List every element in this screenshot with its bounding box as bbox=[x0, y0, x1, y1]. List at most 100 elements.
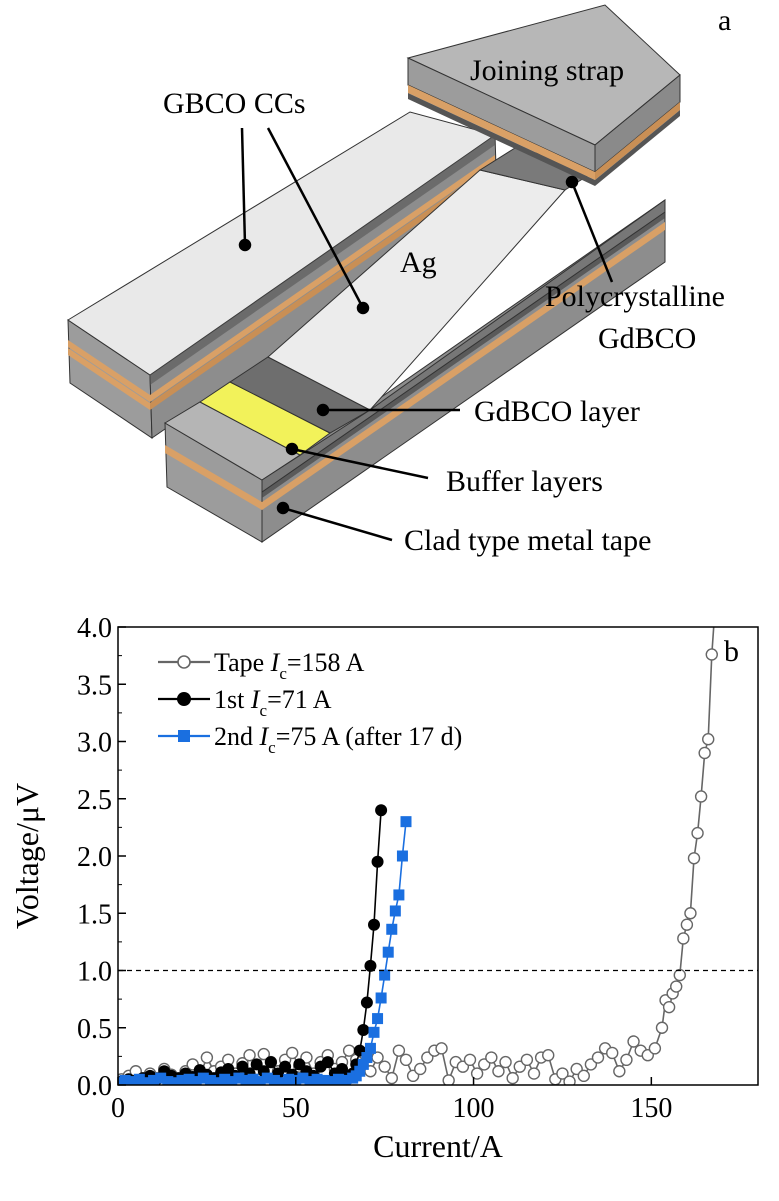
data-point bbox=[119, 1074, 131, 1085]
data-point bbox=[311, 1073, 323, 1085]
series-line bbox=[118, 821, 407, 1084]
data-point bbox=[485, 1051, 498, 1064]
buffer-layers-label: Buffer layers bbox=[446, 465, 603, 498]
data-point bbox=[606, 1046, 619, 1060]
polycrystalline-label: Polycrystalline bbox=[545, 280, 725, 313]
series-2nd bbox=[118, 816, 412, 1085]
data-point bbox=[257, 1047, 270, 1061]
data-point bbox=[126, 1076, 138, 1085]
data-point bbox=[372, 1013, 384, 1025]
right-coated-conductor bbox=[164, 147, 666, 543]
series-line bbox=[121, 627, 715, 1084]
series-tape bbox=[118, 599, 721, 1085]
data-point bbox=[414, 1062, 427, 1076]
data-point bbox=[677, 932, 690, 945]
data-point bbox=[354, 1065, 366, 1077]
legend-marker bbox=[178, 730, 190, 742]
data-point bbox=[133, 1073, 145, 1085]
data-point bbox=[169, 1077, 181, 1085]
data-point bbox=[556, 1067, 569, 1080]
y-tick-label: 3.5 bbox=[77, 670, 112, 701]
data-point bbox=[379, 969, 391, 981]
data-point bbox=[655, 1021, 669, 1034]
data-point bbox=[297, 1072, 309, 1084]
x-tick-label: 100 bbox=[453, 1093, 495, 1124]
data-point bbox=[357, 1058, 369, 1070]
data-point bbox=[396, 850, 408, 862]
data-point bbox=[520, 1053, 534, 1067]
data-point bbox=[148, 1074, 160, 1085]
data-point bbox=[463, 1053, 477, 1067]
legend-marker bbox=[177, 655, 191, 669]
data-point bbox=[155, 1072, 167, 1084]
y-axis-label: Voltage/μV bbox=[9, 783, 45, 929]
vi-chart: 0 50 100 150 0.0 0.5 1.0 1.5 2.0 2.5 3.0 3.5 4.0 Vol… bbox=[9, 599, 759, 1164]
panel-a-letter: a bbox=[718, 4, 731, 37]
data-point bbox=[162, 1076, 174, 1085]
data-point bbox=[304, 1076, 316, 1085]
data-point bbox=[591, 1051, 605, 1064]
schematic-panel: a Joining strap GBCO CCs Ag Polycrystall… bbox=[0, 0, 779, 580]
data-point bbox=[361, 1052, 373, 1064]
data-point bbox=[283, 1073, 295, 1085]
data-point bbox=[342, 1044, 356, 1057]
data-point bbox=[264, 1056, 277, 1069]
y-tick-label: 1.0 bbox=[77, 957, 112, 988]
data-point bbox=[318, 1074, 330, 1085]
x-tick-label: 150 bbox=[630, 1093, 672, 1124]
joining-strap bbox=[406, 4, 681, 186]
data-point bbox=[705, 648, 718, 661]
data-point bbox=[226, 1076, 238, 1085]
data-point bbox=[378, 1060, 391, 1073]
data-point bbox=[680, 918, 694, 931]
data-point bbox=[364, 959, 377, 972]
legend-marker bbox=[177, 692, 191, 706]
data-point bbox=[375, 992, 387, 1004]
y-tick-label: 3.0 bbox=[77, 728, 112, 759]
data-point bbox=[670, 980, 683, 993]
data-point bbox=[710, 599, 721, 610]
legend-label: Tape Ic=158 A bbox=[214, 648, 365, 683]
data-point bbox=[542, 1049, 555, 1062]
data-point bbox=[442, 1074, 455, 1085]
y-tick-label: 2.0 bbox=[77, 842, 112, 873]
data-point bbox=[276, 1077, 288, 1085]
data-point bbox=[340, 1074, 352, 1085]
data-point bbox=[506, 1071, 519, 1085]
data-point bbox=[268, 1074, 280, 1085]
data-point bbox=[393, 889, 405, 901]
x-tick-label: 50 bbox=[282, 1093, 310, 1124]
data-point bbox=[243, 1049, 256, 1062]
legend-label: 2nd Ic=75 A (after 17 d) bbox=[214, 722, 462, 757]
data-point bbox=[219, 1073, 231, 1085]
data-point bbox=[662, 1000, 676, 1014]
leader-lines bbox=[238, 127, 614, 542]
data-point bbox=[627, 1035, 640, 1048]
data-point bbox=[240, 1074, 252, 1085]
data-point bbox=[648, 1042, 662, 1055]
plot-frame bbox=[117, 626, 759, 1086]
data-point bbox=[527, 1067, 541, 1080]
gbco-ccs-label: GBCO CCs bbox=[163, 87, 306, 120]
data-point bbox=[286, 1046, 299, 1060]
data-point bbox=[694, 790, 708, 803]
data-point bbox=[385, 1071, 398, 1085]
data-point bbox=[389, 905, 401, 917]
data-point bbox=[392, 1044, 406, 1057]
data-point bbox=[702, 733, 715, 746]
x-tick-label: 0 bbox=[111, 1093, 125, 1124]
clad-tape-label: Clad type metal tape bbox=[404, 524, 651, 557]
data-point bbox=[212, 1077, 224, 1085]
gdbco-layer-label: GdBCO layer bbox=[474, 395, 640, 428]
data-point bbox=[247, 1073, 259, 1085]
data-point bbox=[577, 1069, 590, 1083]
data-point bbox=[183, 1073, 195, 1085]
data-point bbox=[368, 918, 380, 931]
gdbco-label: GdBCO bbox=[598, 322, 696, 355]
data-point bbox=[613, 1065, 626, 1078]
legend-label: 1st Ic=71 A bbox=[214, 685, 332, 720]
data-point bbox=[325, 1076, 337, 1085]
y-tick-label: 0.0 bbox=[77, 1071, 112, 1102]
data-point bbox=[382, 946, 394, 958]
